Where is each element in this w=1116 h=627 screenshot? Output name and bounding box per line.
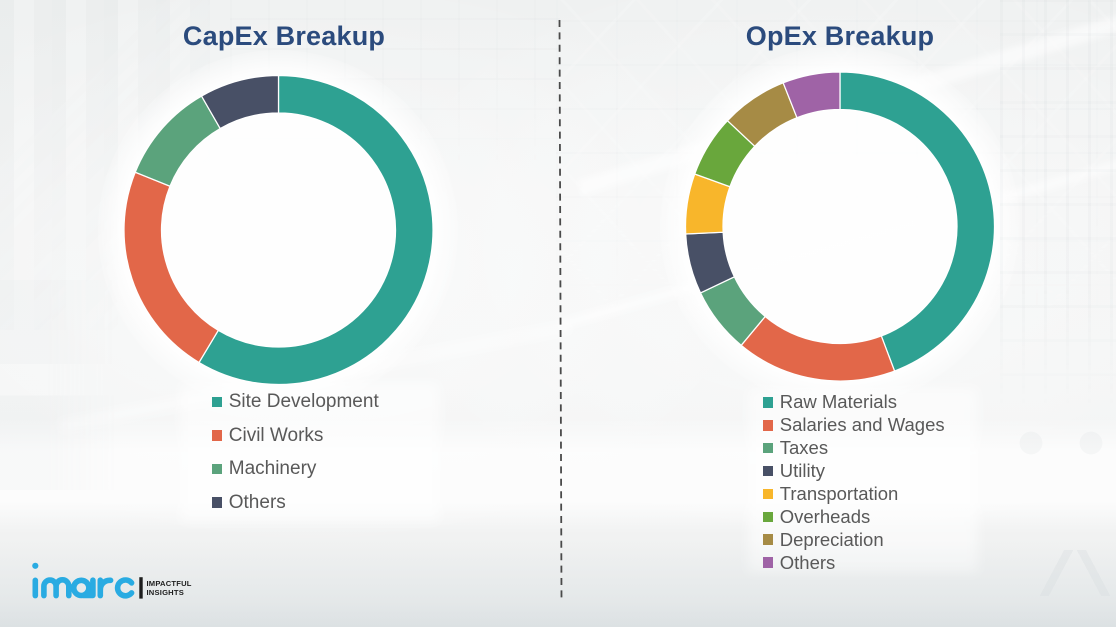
- legend-item: Civil Works: [211, 419, 379, 453]
- legend-item: Salaries and Wages: [762, 414, 945, 437]
- donut-segment: [134, 95, 222, 188]
- legend-item: Others: [762, 551, 945, 574]
- donut-segment: [782, 71, 841, 119]
- legend-label: Overheads: [779, 505, 871, 527]
- logo-tagline-insights: INSIGHTS: [147, 588, 184, 597]
- legend-label: Site Development: [228, 391, 379, 412]
- legend-item: Site Development: [211, 385, 379, 419]
- legend-swatch: [211, 430, 223, 441]
- legend-label: Raw Materials: [779, 391, 897, 413]
- legend-label: Civil Works: [228, 424, 324, 446]
- opex-legend: Raw Materials Salaries and Wages Taxes Util…: [762, 391, 945, 574]
- donut-segment: [200, 74, 280, 130]
- legend-swatch: [762, 442, 774, 454]
- legend-swatch: [211, 396, 223, 408]
- donut-segment: [839, 71, 996, 372]
- legend-item: Machinery: [211, 452, 379, 486]
- background-light-band: [0, 418, 1116, 534]
- capex-legend: Site Development Civil Works Machinery Othe…: [211, 385, 379, 520]
- legend-swatch: [762, 465, 774, 477]
- legend-item: Utility: [762, 460, 945, 483]
- background-chevron: [1034, 550, 1116, 596]
- legend-label: Others: [779, 551, 836, 573]
- legend-item: Depreciation: [762, 528, 945, 551]
- legend-swatch: [211, 497, 223, 508]
- opex-donut-chart: [684, 71, 996, 382]
- legend-label: Transportation: [779, 482, 899, 504]
- legend-label: Others: [228, 491, 286, 513]
- logo-i-dot: [32, 562, 39, 569]
- background-bottom-shade: [0, 540, 1116, 627]
- legend-swatch: [762, 511, 774, 523]
- capex-chart-title: CapEx Breakup: [182, 20, 386, 51]
- imarc-wordmark: [32, 562, 135, 599]
- legend-swatch: [762, 397, 774, 408]
- legend-item: Raw Materials: [762, 391, 945, 414]
- donut-segment: [198, 74, 434, 386]
- legend-label: Taxes: [779, 437, 829, 459]
- legend-label: Utility: [779, 460, 825, 482]
- legend-label: Machinery: [228, 458, 317, 479]
- legend-swatch: [211, 463, 223, 475]
- donut-segment: [123, 171, 220, 364]
- legend-item: Taxes: [762, 437, 945, 460]
- legend-label: Salaries and Wages: [779, 414, 945, 436]
- legend-item: Overheads: [762, 505, 945, 528]
- legend-swatch: [762, 488, 774, 500]
- opex-chart-title: OpEx Breakup: [745, 20, 935, 51]
- logo-tagline-impactful: IMPACTFUL: [147, 579, 192, 588]
- legend-label: Depreciation: [779, 528, 884, 550]
- legend-item: Others: [211, 486, 379, 520]
- legend-swatch: [762, 420, 774, 431]
- legend-item: Transportation: [762, 482, 945, 506]
- donut-segment: [740, 315, 896, 382]
- capex-donut-chart: [123, 74, 434, 386]
- background-circles: [1005, 420, 1116, 466]
- legend-swatch: [762, 557, 774, 568]
- legend-swatch: [762, 534, 774, 545]
